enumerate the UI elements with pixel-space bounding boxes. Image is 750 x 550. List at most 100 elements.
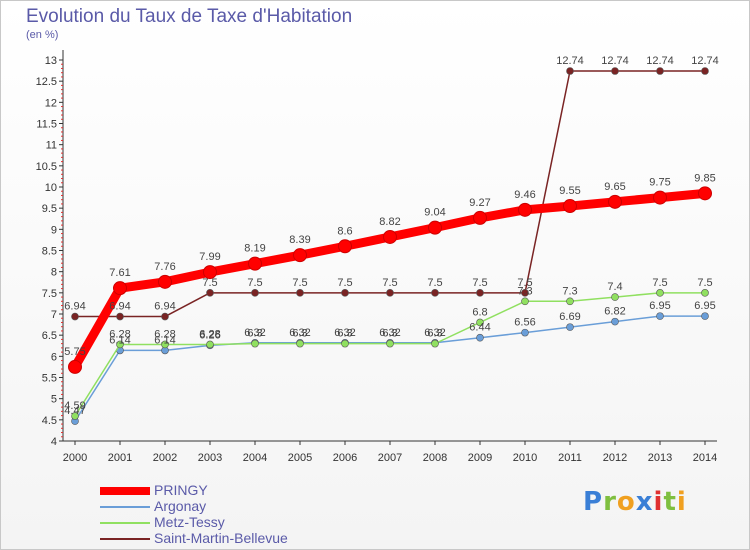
y-tick-label: 12 (45, 97, 57, 109)
data-label: 6.94 (154, 301, 175, 313)
x-tick-label: 2004 (243, 452, 267, 464)
y-tick-label: 8 (51, 267, 57, 279)
data-label: 6.69 (559, 311, 580, 323)
data-label: 7.76 (154, 261, 175, 273)
data-label: 9.85 (694, 172, 715, 184)
data-point (518, 202, 532, 217)
data-label: 8.6 (337, 225, 352, 237)
x-tick-label: 2002 (153, 452, 177, 464)
legend-label: PRINGY (154, 482, 208, 498)
data-point (203, 265, 217, 280)
data-point (608, 194, 622, 209)
data-label: 4.47 (64, 405, 85, 417)
x-tick-label: 2001 (108, 452, 132, 464)
y-tick-label: 10.5 (36, 161, 57, 173)
data-point (206, 289, 214, 297)
y-tick-label: 11.5 (36, 119, 57, 131)
data-label: 6.3 (427, 328, 442, 340)
y-tick-label: 4 (51, 436, 57, 448)
data-label: 12.74 (691, 55, 719, 67)
data-label: 6.28 (199, 328, 220, 340)
x-tick-label: 2000 (63, 452, 87, 464)
data-label: 7.99 (199, 251, 220, 263)
legend-swatch (100, 506, 150, 508)
x-tick-label: 2014 (693, 452, 717, 464)
legend: PRINGY Argonay Metz-Tessy Saint-Martin-Bell… (100, 482, 360, 547)
data-point (113, 281, 127, 296)
data-point (521, 289, 529, 297)
data-label: 7.3 (562, 285, 577, 297)
y-tick-label: 5 (51, 394, 57, 406)
data-point (293, 248, 307, 263)
data-point (566, 323, 574, 331)
data-label: 9.75 (649, 177, 670, 189)
data-label: 6.3 (247, 328, 262, 340)
y-tick-label: 7.5 (42, 288, 57, 300)
data-point (566, 67, 574, 75)
data-point (383, 229, 397, 244)
data-label: 8.39 (289, 234, 310, 246)
data-point (698, 186, 712, 201)
data-label: 6.8 (472, 306, 487, 318)
x-tick-label: 2013 (648, 452, 672, 464)
x-tick-label: 2007 (378, 452, 402, 464)
data-label: 7.61 (109, 267, 130, 279)
y-tick-label: 13 (45, 55, 57, 67)
data-point (521, 297, 529, 306)
data-point (431, 339, 439, 348)
data-label: 6.94 (109, 301, 130, 313)
x-tick-label: 2003 (198, 452, 222, 464)
data-point (653, 190, 667, 205)
legend-label: Metz-Tessy (154, 514, 225, 530)
data-label: 6.26 (199, 329, 220, 341)
data-label: 6.32 (334, 327, 355, 339)
data-label: 12.74 (556, 55, 584, 67)
y-tick-label: 7 (51, 309, 57, 321)
y-tick-label: 9 (51, 224, 57, 236)
data-label: 6.3 (292, 328, 307, 340)
y-tick-label: 6.5 (42, 330, 57, 342)
data-label: 7.5 (472, 277, 487, 289)
legend-label: Argonay (154, 498, 207, 514)
data-point (656, 67, 664, 75)
x-tick-label: 2011 (558, 452, 582, 464)
data-label: 9.65 (604, 181, 625, 193)
data-point (116, 312, 124, 321)
proxiti-logo: Proxiti (583, 487, 687, 517)
data-point (701, 289, 709, 297)
data-label: 7.5 (697, 277, 712, 289)
data-label: 6.28 (109, 328, 130, 340)
y-tick-label: 12.5 (36, 76, 57, 88)
data-label: 7.5 (202, 277, 217, 289)
data-point (521, 328, 529, 337)
data-point (476, 289, 484, 297)
data-point (386, 289, 394, 297)
legend-swatch (100, 538, 150, 540)
data-point (341, 289, 349, 297)
data-point (563, 199, 577, 214)
data-label: 6.95 (649, 300, 670, 312)
chart-title: Evolution du Taux de Taxe d'Habitation (26, 6, 353, 27)
data-label: 6.3 (382, 328, 397, 340)
data-point (611, 317, 619, 326)
y-tick-label: 11 (46, 140, 57, 152)
data-point (611, 293, 619, 301)
data-label: 7.5 (337, 277, 352, 289)
data-label: 5.75 (64, 346, 85, 358)
data-point (476, 333, 484, 342)
y-tick-label: 8.5 (42, 246, 57, 258)
y-tick-label: 5.5 (42, 373, 57, 385)
data-point (476, 318, 484, 327)
data-point (701, 312, 709, 320)
data-label: 6.3 (337, 328, 352, 340)
data-point (296, 289, 304, 297)
data-label: 6.32 (244, 327, 265, 339)
data-label: 6.82 (604, 306, 625, 318)
data-point (473, 210, 487, 225)
y-axis-unit: (en %) (26, 29, 59, 41)
x-tick-label: 2009 (468, 452, 492, 464)
data-label: 7.4 (607, 281, 622, 293)
legend-swatch (100, 522, 150, 524)
data-point (161, 312, 169, 321)
